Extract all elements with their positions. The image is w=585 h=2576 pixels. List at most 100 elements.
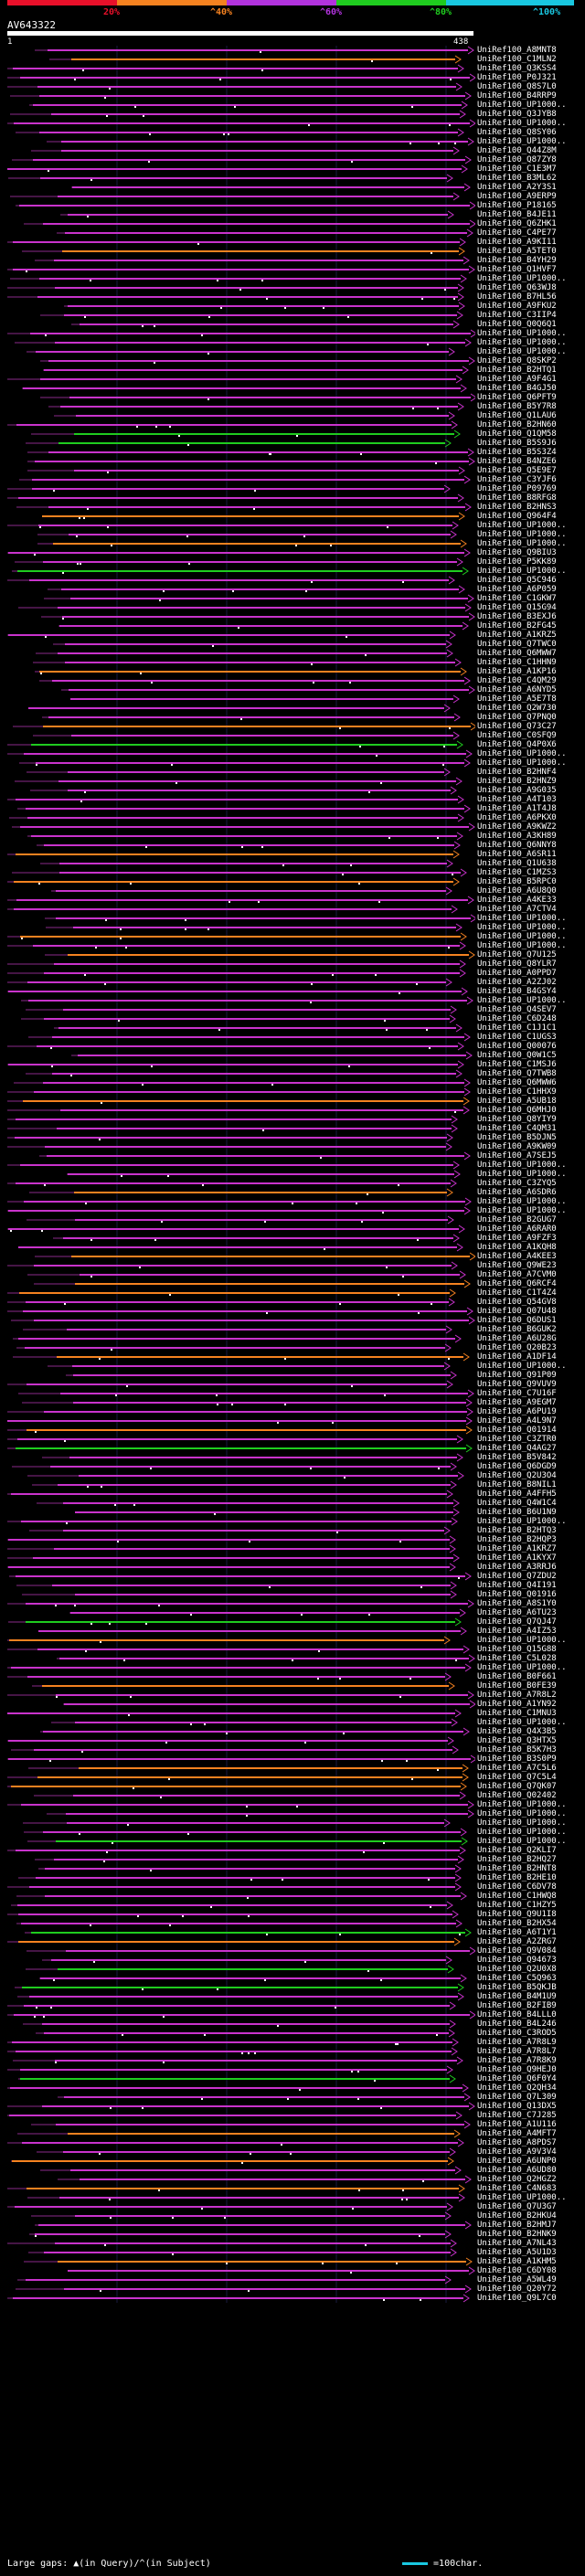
hit-name[interactable]: UniRef100_A1U116 (477, 2120, 557, 2129)
hit-name[interactable]: UniRef100_Q6NNY8 (477, 841, 557, 850)
hit-name[interactable]: UniRef100_A7R8L2 (477, 1691, 557, 1700)
hit-name[interactable]: UniRef100_A5TET0 (477, 247, 557, 256)
hit-name[interactable]: UniRef100_B5S9J6 (477, 439, 557, 448)
hit-name[interactable]: UniRef100_A9G035 (477, 786, 557, 795)
hit-name[interactable]: UniRef100_C3ZTR0 (477, 1435, 557, 1444)
hit-name[interactable]: UniRef100_A6NYD5 (477, 685, 557, 694)
hit-name[interactable]: UniRef100_UP1000.. (477, 749, 567, 758)
hit-name[interactable]: UniRef100_Q9V084 (477, 1946, 557, 1956)
hit-name[interactable]: UniRef100_Q20Y72 (477, 2284, 557, 2294)
hit-name[interactable]: UniRef100_B2HN60 (477, 420, 557, 429)
hit-name[interactable]: UniRef100_UP1000.. (477, 1517, 567, 1526)
hit-name[interactable]: UniRef100_A1KRZ5 (477, 631, 557, 640)
hit-name[interactable]: UniRef100_A7SEJ5 (477, 1151, 557, 1161)
hit-name[interactable]: UniRef100_Q73C27 (477, 722, 557, 731)
hit-name[interactable]: UniRef100_B4JE11 (477, 210, 557, 219)
hit-name[interactable]: UniRef100_A8PDS7 (477, 2138, 557, 2147)
hit-name[interactable]: UniRef100_C1T4Z4 (477, 1288, 557, 1298)
hit-name[interactable]: UniRef100_Q9U1I8 (477, 1910, 557, 1919)
hit-name[interactable]: UniRef100_UP1000.. (477, 347, 567, 356)
hit-name[interactable]: UniRef100_A7CVM0 (477, 1270, 557, 1279)
hit-name[interactable]: UniRef100_B6U1N9 (477, 1508, 557, 1517)
hit-name[interactable]: UniRef100_A0PPD7 (477, 969, 557, 978)
hit-name[interactable]: UniRef100_B5QKJB (477, 1983, 557, 1992)
hit-name[interactable]: UniRef100_A6U28G (477, 1334, 557, 1343)
hit-name[interactable]: UniRef100_P5KK89 (477, 557, 557, 567)
hit-name[interactable]: UniRef100_Q9VUV9 (477, 1380, 557, 1389)
hit-name[interactable]: UniRef100_UP1000.. (477, 1718, 567, 1727)
hit-name[interactable]: UniRef100_B0FE39 (477, 1681, 557, 1691)
hit-name[interactable]: UniRef100_B4RRP9 (477, 91, 557, 101)
hit-name[interactable]: UniRef100_C4QM31 (477, 1124, 557, 1133)
hit-name[interactable]: UniRef100_A8MNT8 (477, 46, 557, 55)
hit-name[interactable]: UniRef100_Q9BIU3 (477, 548, 557, 557)
hit-name[interactable]: UniRef100_B4M1U9 (477, 1992, 557, 2001)
hit-name[interactable]: UniRef100_Q7C5L4 (477, 1773, 557, 1782)
hit-name[interactable]: UniRef100_Q2U0X8 (477, 1965, 557, 1974)
hit-name[interactable]: UniRef100_B5V842 (477, 1453, 557, 1462)
hit-name[interactable]: UniRef100_A4KE33 (477, 896, 557, 905)
hit-name[interactable]: UniRef100_A1KP16 (477, 667, 557, 676)
hit-name[interactable]: UniRef100_Q9WE23 (477, 1261, 557, 1270)
hit-name[interactable]: UniRef100_Q2KLI7 (477, 1846, 557, 1855)
hit-name[interactable]: UniRef100_UP1000.. (477, 1161, 567, 1170)
hit-name[interactable]: UniRef100_UP1000.. (477, 1837, 567, 1846)
hit-name[interactable]: UniRef100_Q15G88 (477, 1645, 557, 1654)
hit-name[interactable]: UniRef100_UP1000.. (477, 996, 567, 1005)
hit-name[interactable]: UniRef100_C1HHX9 (477, 1087, 557, 1097)
hit-name[interactable]: UniRef100_P0J321 (477, 73, 557, 82)
hit-name[interactable]: UniRef100_B2GUG7 (477, 1215, 557, 1224)
hit-name[interactable]: UniRef100_Q3KSS4 (477, 64, 557, 73)
hit-name[interactable]: UniRef100_A7R8L9 (477, 2038, 557, 2047)
hit-name[interactable]: UniRef100_Q2QH34 (477, 2083, 557, 2093)
hit-name[interactable]: UniRef100_A6T1Y1 (477, 1928, 557, 1937)
hit-name[interactable]: UniRef100_Q02402 (477, 1791, 557, 1800)
hit-name[interactable]: UniRef100_A3RRJ6 (477, 1563, 557, 1572)
hit-name[interactable]: UniRef100_UP1000.. (477, 567, 567, 576)
hit-name[interactable]: UniRef100_Q07U48 (477, 1307, 557, 1316)
hit-name[interactable]: UniRef100_B2FIB9 (477, 2001, 557, 2010)
hit-name[interactable]: UniRef100_UP1000.. (477, 1362, 567, 1371)
hit-name[interactable]: UniRef100_Q964F4 (477, 512, 557, 521)
hit-name[interactable]: UniRef100_Q4W1C4 (477, 1499, 557, 1508)
hit-name[interactable]: UniRef100_A8S1Y0 (477, 1599, 557, 1608)
hit-name[interactable]: UniRef100_B4NZE6 (477, 457, 557, 466)
hit-name[interactable]: UniRef100_A7CTV4 (477, 905, 557, 914)
hit-name[interactable]: UniRef100_Q6MHJ0 (477, 1106, 557, 1115)
hit-name[interactable]: UniRef100_UP1000.. (477, 101, 567, 110)
hit-name[interactable]: UniRef100_A5E7T8 (477, 694, 557, 704)
hit-name[interactable]: UniRef100_Q9L7C0 (477, 2294, 557, 2303)
hit-name[interactable]: UniRef100_Q6PFT9 (477, 393, 557, 402)
hit-name[interactable]: UniRef100_Q9HEJ0 (477, 2065, 557, 2074)
hit-name[interactable]: UniRef100_A4KEE3 (477, 1252, 557, 1261)
hit-name[interactable]: UniRef100_A6RAR0 (477, 1224, 557, 1234)
hit-name[interactable]: UniRef100_C1UGS3 (477, 1033, 557, 1042)
hit-name[interactable]: UniRef100_UP1000.. (477, 1828, 567, 1837)
hit-name[interactable]: UniRef100_A5WL49 (477, 2275, 557, 2284)
hit-name[interactable]: UniRef100_B5S3Z4 (477, 448, 557, 457)
hit-name[interactable]: UniRef100_B2HTQ3 (477, 1526, 557, 1535)
hit-name[interactable]: UniRef100_A5UB18 (477, 1097, 557, 1106)
hit-name[interactable]: UniRef100_UP1000.. (477, 1818, 567, 1828)
hit-name[interactable]: UniRef100_A6SDR6 (477, 1188, 557, 1197)
hit-name[interactable]: UniRef100_A2Y3S1 (477, 183, 557, 192)
hit-name[interactable]: UniRef100_Q4X3B5 (477, 1727, 557, 1736)
hit-name[interactable]: UniRef100_B8RFG8 (477, 493, 557, 503)
hit-name[interactable]: UniRef100_Q6MWW7 (477, 649, 557, 658)
hit-name[interactable]: UniRef100_B2HE10 (477, 1873, 557, 1882)
hit-name[interactable]: UniRef100_Q2HGZ2 (477, 2175, 557, 2184)
hit-name[interactable]: UniRef100_C1MSJ6 (477, 1060, 557, 1069)
hit-name[interactable]: UniRef100_C4N683 (477, 2184, 557, 2193)
hit-name[interactable]: UniRef100_B3ML62 (477, 174, 557, 183)
hit-name[interactable]: UniRef100_Q44Z8M (477, 146, 557, 155)
hit-name[interactable]: UniRef100_Q7L309 (477, 2093, 557, 2102)
hit-name[interactable]: UniRef100_UP1000.. (477, 1170, 567, 1179)
hit-name[interactable]: UniRef100_Q91P09 (477, 1371, 557, 1380)
hit-name[interactable]: UniRef100_Q0W1C5 (477, 1051, 557, 1060)
hit-name[interactable]: UniRef100_B2HX54 (477, 1919, 557, 1928)
hit-name[interactable]: UniRef100_B2HQP3 (477, 1535, 557, 1544)
hit-name[interactable]: UniRef100_B2FG45 (477, 621, 557, 631)
hit-name[interactable]: UniRef100_B3EXJ6 (477, 612, 557, 621)
hit-name[interactable]: UniRef100_UP1000.. (477, 758, 567, 768)
hit-name[interactable]: UniRef100_A4IZ53 (477, 1627, 557, 1636)
